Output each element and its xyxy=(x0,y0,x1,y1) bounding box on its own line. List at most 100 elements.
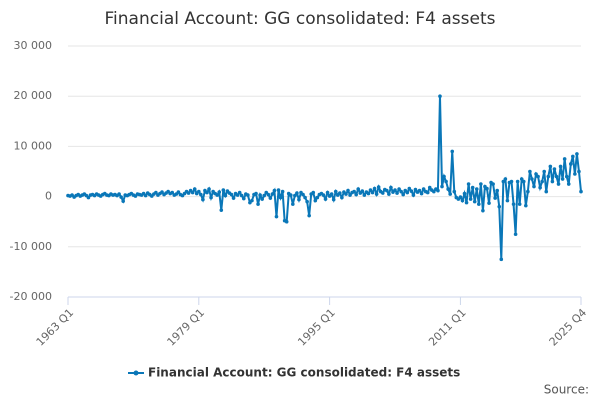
data-point xyxy=(517,202,522,206)
y-tick-label: 10 000 xyxy=(14,139,53,152)
data-point xyxy=(554,174,559,179)
data-point xyxy=(329,192,334,196)
data-point xyxy=(427,185,432,190)
data-point xyxy=(389,185,393,190)
data-point xyxy=(530,177,534,181)
data-point xyxy=(438,94,442,98)
data-point xyxy=(331,197,336,202)
data-point xyxy=(315,195,320,200)
data-point xyxy=(295,191,299,195)
x-tick-label: 1979 Q1 xyxy=(165,306,208,349)
x-tick-label: 1995 Q1 xyxy=(295,306,338,349)
y-tick-label: 0 xyxy=(45,190,52,203)
legend-symbol-dot xyxy=(133,370,139,376)
data-point xyxy=(558,164,563,169)
data-point xyxy=(344,192,348,196)
data-point xyxy=(311,190,316,195)
data-point xyxy=(409,189,414,193)
data-point xyxy=(568,162,573,166)
data-point xyxy=(536,174,540,179)
data-point xyxy=(417,188,422,193)
data-point xyxy=(260,197,264,201)
data-point xyxy=(313,198,318,203)
data-point xyxy=(526,189,530,194)
data-point xyxy=(201,197,205,202)
x-tick-label: 2025 Q4 xyxy=(547,306,590,349)
data-point xyxy=(288,193,293,197)
data-point xyxy=(479,182,483,186)
data-point xyxy=(432,189,436,194)
data-point xyxy=(571,154,575,159)
data-point xyxy=(284,219,289,224)
data-point xyxy=(538,185,542,190)
data-point xyxy=(460,198,465,203)
series-line xyxy=(67,96,582,260)
data-point xyxy=(519,177,524,181)
data-point xyxy=(401,192,405,197)
data-point xyxy=(362,193,367,197)
data-point xyxy=(352,189,356,194)
data-point xyxy=(143,193,148,198)
data-point xyxy=(176,190,181,194)
source-label: Source: xyxy=(544,383,589,397)
data-point xyxy=(268,196,273,200)
data-point xyxy=(552,167,557,171)
data-point xyxy=(387,192,391,196)
data-point xyxy=(360,189,365,193)
data-point xyxy=(235,193,240,197)
data-point xyxy=(458,195,463,199)
data-point xyxy=(380,191,385,195)
data-point xyxy=(464,200,469,205)
data-point xyxy=(466,182,471,186)
data-point xyxy=(515,179,520,184)
data-point xyxy=(397,187,401,191)
data-point xyxy=(566,182,571,186)
data-point xyxy=(272,188,277,193)
data-point xyxy=(254,191,258,196)
data-point xyxy=(509,179,514,184)
data-point xyxy=(305,199,309,204)
data-point xyxy=(477,202,481,206)
data-point xyxy=(546,174,551,179)
data-point xyxy=(450,149,455,154)
data-point xyxy=(474,187,479,191)
data-point xyxy=(532,184,536,189)
data-point xyxy=(325,190,330,195)
data-point xyxy=(550,179,555,184)
data-point xyxy=(444,179,448,184)
data-point xyxy=(117,192,121,196)
data-point xyxy=(524,203,528,208)
data-point xyxy=(301,192,305,197)
data-point xyxy=(395,191,399,195)
data-point xyxy=(419,191,424,196)
data-point xyxy=(472,199,477,204)
data-point xyxy=(499,257,504,262)
data-point xyxy=(503,177,508,181)
data-point xyxy=(521,179,526,184)
data-point xyxy=(440,184,444,189)
data-point xyxy=(274,214,279,219)
data-point xyxy=(321,193,326,197)
data-point xyxy=(186,191,191,195)
data-point xyxy=(534,172,538,176)
data-point xyxy=(170,190,175,195)
data-point xyxy=(297,197,301,202)
data-point xyxy=(237,190,242,195)
y-tick-label: -20 000 xyxy=(10,290,52,303)
data-point xyxy=(436,188,440,193)
data-point xyxy=(258,193,262,197)
data-point xyxy=(446,187,450,191)
data-point xyxy=(501,179,506,184)
data-point xyxy=(505,198,510,203)
data-point xyxy=(256,202,260,206)
data-point xyxy=(293,193,297,198)
data-point xyxy=(323,197,328,201)
data-point xyxy=(241,196,246,201)
data-point xyxy=(246,193,250,197)
data-point xyxy=(354,192,358,197)
data-point xyxy=(452,189,457,194)
data-point xyxy=(262,193,267,198)
data-point xyxy=(376,185,381,189)
data-point xyxy=(307,213,311,218)
data-point xyxy=(154,190,158,195)
